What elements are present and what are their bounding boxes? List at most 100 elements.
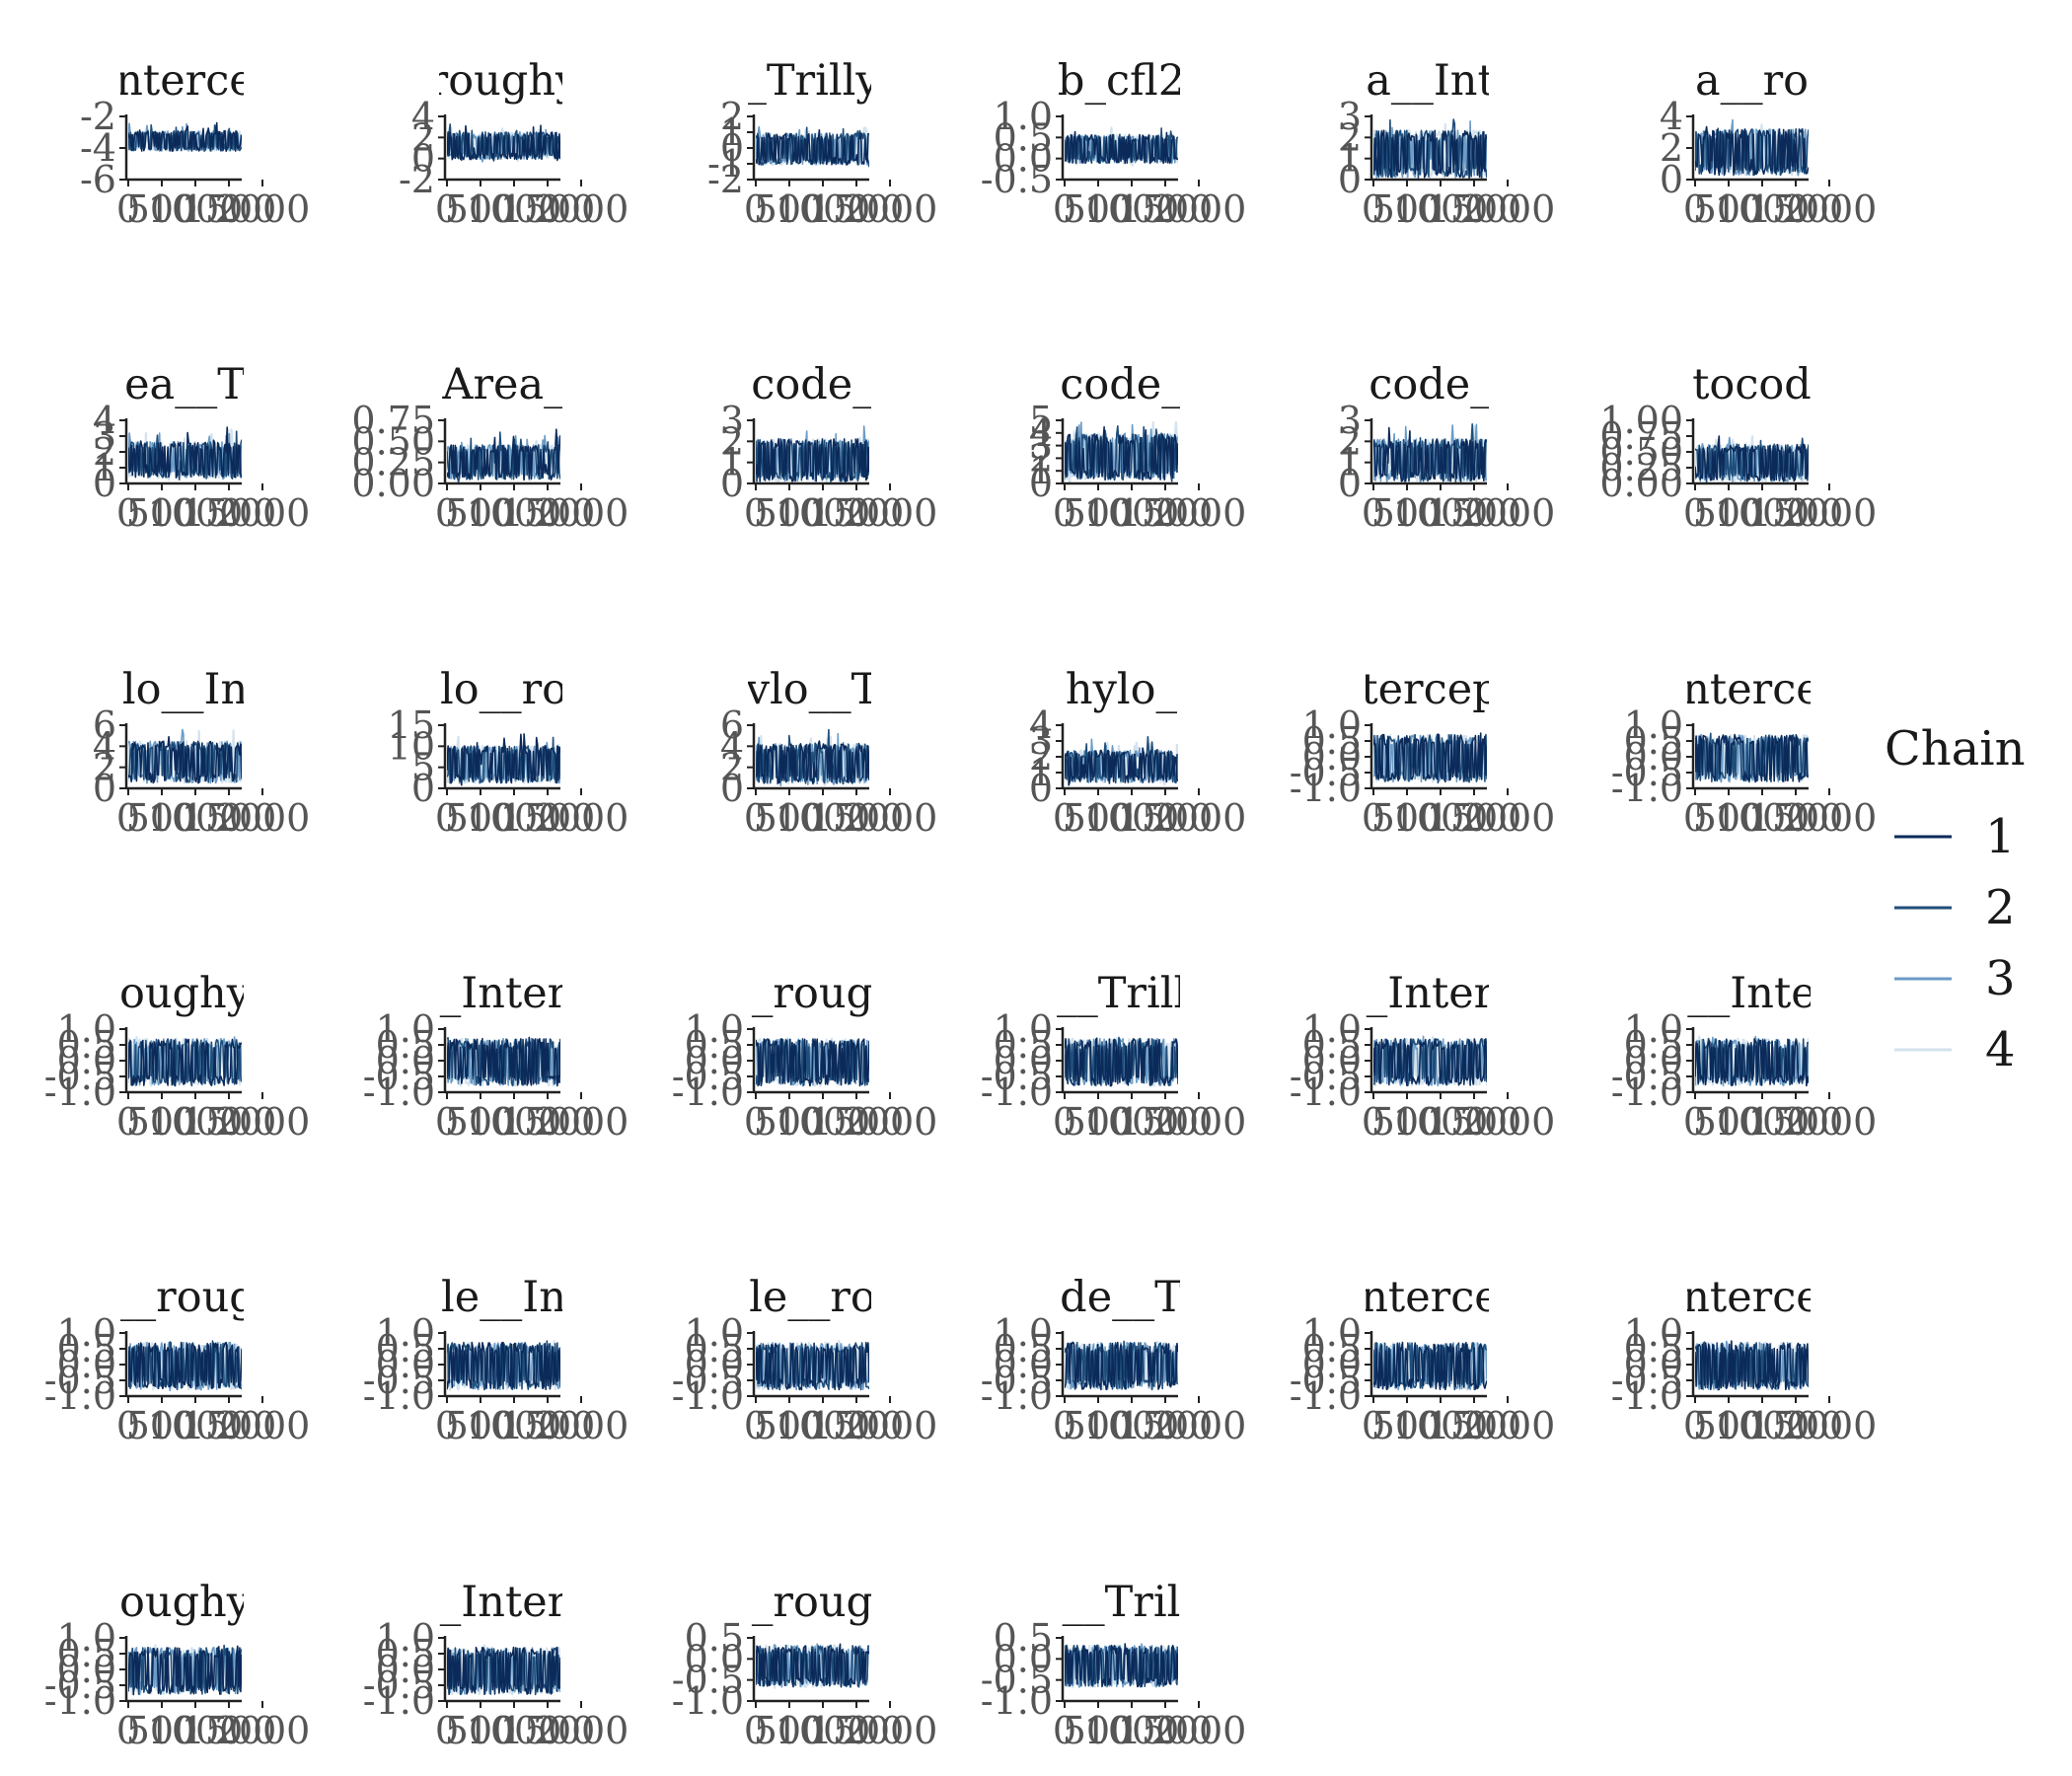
x-tick-label: 0 bbox=[1683, 1404, 1707, 1447]
x-tick-label: 1000 bbox=[148, 1709, 244, 1752]
traces bbox=[1373, 732, 1487, 784]
panel-title: hylo_ bbox=[1066, 665, 1178, 714]
x-tick-label: 1500 bbox=[500, 1709, 596, 1752]
panels-group: nterce-2-4-60500100015002000roughy420-20… bbox=[44, 56, 1878, 1752]
x-tick-label: 2000 bbox=[1151, 491, 1247, 535]
y-tick-label: 1 bbox=[1029, 449, 1053, 492]
y-tick-label: 0.0 bbox=[1302, 1343, 1362, 1386]
x-tick-label: 1500 bbox=[809, 1404, 905, 1447]
panel-title: _roug bbox=[752, 969, 873, 1018]
x-tick-label: 0 bbox=[1053, 491, 1076, 535]
y-tick-label: -1.0 bbox=[981, 1071, 1053, 1114]
x-tick-label: 2000 bbox=[1460, 187, 1556, 231]
y-tick-label: 0.50 bbox=[351, 419, 435, 463]
y-tick-label: 0.5 bbox=[57, 1023, 116, 1067]
y-tick-label: 3 bbox=[93, 414, 116, 458]
traces bbox=[756, 1643, 869, 1689]
y-tick-label: 3 bbox=[720, 399, 744, 442]
x-tick-label: 0 bbox=[435, 1404, 459, 1447]
x-tick-label: 1500 bbox=[500, 1404, 596, 1447]
y-tick-label: 0.0 bbox=[685, 1343, 744, 1386]
panel-title: _roug bbox=[752, 1578, 873, 1627]
y-tick-label: -1.0 bbox=[1611, 1374, 1683, 1418]
chain-1-trace bbox=[756, 1038, 869, 1087]
panel-title: le__In bbox=[441, 1273, 566, 1322]
y-tick-label: -0.5 bbox=[672, 1055, 744, 1098]
y-tick-label: 1.0 bbox=[685, 1007, 744, 1051]
chain-1-trace bbox=[756, 437, 869, 483]
y-tick-label: 0.25 bbox=[1599, 446, 1683, 489]
x-tick-label: 0 bbox=[744, 491, 768, 535]
x-tick-label: 2000 bbox=[1460, 796, 1556, 840]
y-tick-label: 1.0 bbox=[1624, 1311, 1683, 1355]
panel-title: nterce bbox=[1682, 1273, 1821, 1322]
x-tick-label: 0 bbox=[435, 796, 459, 840]
x-tick-label: 1000 bbox=[467, 1709, 562, 1752]
traces bbox=[447, 123, 560, 163]
y-tick-label: 4 bbox=[1029, 411, 1053, 455]
traces bbox=[1065, 1340, 1178, 1391]
x-tick-label: 0 bbox=[1053, 187, 1076, 231]
x-tick-label: 2000 bbox=[1151, 1709, 1247, 1752]
y-tick-label: 2 bbox=[411, 115, 435, 159]
y-tick-label: -4 bbox=[80, 126, 116, 170]
trace-panel: tocod1.000.750.500.250.00050010001500200… bbox=[1599, 360, 1877, 535]
x-tick-label: 500 bbox=[1693, 187, 1765, 231]
chain-1-trace bbox=[447, 428, 560, 481]
chain-1-trace bbox=[447, 1646, 560, 1695]
y-tick-label: -0.5 bbox=[981, 158, 1053, 201]
x-tick-label: 1500 bbox=[1748, 491, 1844, 535]
y-tick-label: 2 bbox=[720, 419, 744, 463]
y-tick-label: 2 bbox=[1338, 115, 1362, 159]
x-tick-label: 500 bbox=[1693, 796, 1765, 840]
panel-title: ea__T bbox=[124, 360, 246, 409]
traces bbox=[756, 125, 869, 168]
y-tick-label: 1.0 bbox=[1302, 1311, 1362, 1355]
x-tick-label: 0 bbox=[744, 1709, 768, 1752]
x-tick-label: 0 bbox=[1053, 1709, 1076, 1752]
y-tick-label: 0.5 bbox=[994, 115, 1053, 159]
x-tick-label: 1000 bbox=[467, 491, 562, 535]
y-tick-label: 0 bbox=[720, 126, 744, 170]
y-tick-label: 4 bbox=[93, 399, 116, 442]
y-tick-label: 2 bbox=[1029, 735, 1053, 778]
x-tick-label: 2000 bbox=[215, 187, 311, 231]
x-tick-label: 500 bbox=[1063, 187, 1135, 231]
y-tick-label: 0.75 bbox=[351, 399, 435, 442]
panel-title: _Inter bbox=[440, 1578, 568, 1627]
x-tick-label: 1500 bbox=[1427, 187, 1522, 231]
legend-label-chain-1: 1 bbox=[1985, 809, 2016, 864]
y-tick-label: 0.5 bbox=[1624, 719, 1683, 763]
panel-title: lo__ro bbox=[440, 665, 567, 714]
x-tick-label: 0 bbox=[744, 187, 768, 231]
y-tick-label: 4 bbox=[411, 95, 435, 138]
x-tick-label: 1000 bbox=[776, 1100, 871, 1144]
x-tick-label: 1500 bbox=[1118, 187, 1214, 231]
y-tick-label: 2 bbox=[720, 95, 744, 138]
y-tick-label: 4 bbox=[93, 724, 116, 768]
legend-label-chain-3: 3 bbox=[1985, 951, 2016, 1006]
x-tick-label: 1500 bbox=[809, 1709, 905, 1752]
chain-1-trace bbox=[1695, 1340, 1809, 1391]
traces bbox=[447, 733, 560, 786]
x-tick-label: 2000 bbox=[534, 1709, 629, 1752]
y-tick-label: -0.5 bbox=[981, 1659, 1053, 1702]
y-tick-label: 1.0 bbox=[1302, 703, 1362, 747]
legend-label-chain-4: 4 bbox=[1985, 1022, 2016, 1077]
y-tick-label: 0.5 bbox=[685, 1023, 744, 1067]
legend-entries: 1 2 3 4 bbox=[1894, 809, 2016, 1077]
x-tick-label: 2000 bbox=[1782, 1404, 1878, 1447]
x-tick-label: 1500 bbox=[1427, 796, 1522, 840]
x-tick-label: 0 bbox=[435, 187, 459, 231]
y-tick-label: -1.0 bbox=[363, 1071, 435, 1114]
chain-1-trace bbox=[447, 124, 560, 162]
y-tick-label: -0.5 bbox=[44, 1664, 116, 1707]
chain-1-trace bbox=[447, 1341, 560, 1390]
